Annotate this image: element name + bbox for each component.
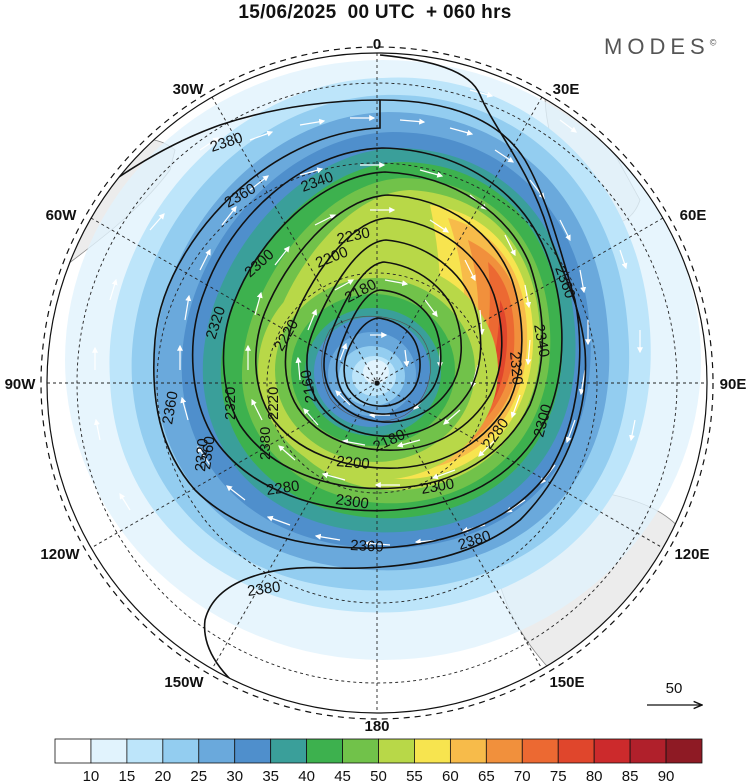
colorbar-swatch <box>90 738 128 764</box>
colorbar-tick-label: 35 <box>262 768 279 782</box>
colorbar-tick-label: 45 <box>334 768 351 782</box>
colorbar-tick-label: 15 <box>119 768 136 782</box>
map-frame <box>46 52 708 714</box>
lon-label-150w: 150W <box>164 674 204 691</box>
colorbar-swatch <box>414 738 451 764</box>
colorbar-tick-label: 85 <box>622 768 639 782</box>
colorbar-tick-label: 30 <box>226 768 243 782</box>
colorbar-tick-label: 50 <box>370 768 387 782</box>
contour-label: 2320 <box>192 438 212 473</box>
lon-label-90w: 90W <box>5 376 37 393</box>
contour-label: 2300 <box>420 475 456 498</box>
contour-label: 2220 <box>265 387 282 420</box>
colorbar-swatch <box>126 738 164 764</box>
height-contours <box>59 54 587 713</box>
colorbar-swatch <box>557 738 595 764</box>
lon-label-30w: 30W <box>173 81 205 98</box>
contour-label: 2360 <box>197 435 218 470</box>
colorbar-swatch <box>234 738 272 764</box>
vector-reference: 50 <box>647 680 702 705</box>
colorbar: 10 15 20 25 30 35 40 45 50 55 60 65 70 75 80 85 90 <box>54 738 703 782</box>
colorbar-tick-label: 75 <box>550 768 567 782</box>
lon-label-0: 0 <box>373 36 381 53</box>
colorbar-swatch <box>306 738 343 764</box>
contour-label: 2360 <box>159 390 182 426</box>
contour-label: 2320 <box>506 351 526 386</box>
colorbar-tick-label: 55 <box>406 768 423 782</box>
contour-label: 2360 <box>350 537 384 556</box>
colorbar-swatch <box>342 738 379 764</box>
brand-logo: MODES© <box>604 34 717 59</box>
colorbar-tick-label: 40 <box>298 768 315 782</box>
contour-label: 2320 <box>222 387 239 420</box>
lon-label-30e: 30E <box>553 81 580 98</box>
lon-label-120e: 120E <box>674 546 709 563</box>
lon-label-90e: 90E <box>720 376 747 393</box>
colorbar-tick-label: 80 <box>586 768 603 782</box>
colorbar-swatch <box>270 738 308 764</box>
south-pole-marker <box>374 380 380 386</box>
lon-label-120w: 120W <box>40 546 80 563</box>
contour-label: 2380 <box>257 427 274 460</box>
colorbar-swatch <box>521 738 559 764</box>
colorbar-tick-label: 90 <box>658 768 675 782</box>
colorbar-tick-label: 10 <box>83 768 100 782</box>
colorbar-swatch <box>162 738 200 764</box>
longitude-labels: 0 30E 60E 90E 120E 150E 180 150W 120W 90… <box>5 36 747 735</box>
lon-label-180: 180 <box>364 718 389 735</box>
frame-ticks <box>40 46 714 720</box>
colorbar-swatch <box>198 738 236 764</box>
colorbar-tick-label: 60 <box>442 768 459 782</box>
contour-label: 2160 <box>297 368 320 404</box>
lon-label-60e: 60E <box>680 207 707 224</box>
colorbar-swatch <box>665 738 703 764</box>
vector-reference-label: 50 <box>666 680 683 697</box>
colorbar-swatch <box>449 738 487 764</box>
colorbar-swatch <box>593 738 631 764</box>
lon-label-60w: 60W <box>46 207 78 224</box>
lon-label-150e: 150E <box>549 674 584 691</box>
colorbar-swatch <box>378 738 415 764</box>
colorbar-tick-label: 65 <box>478 768 495 782</box>
map-title: 15/06/2025 00 UTC + 060 hrs <box>238 2 512 23</box>
contour-label: 2340 <box>530 323 553 359</box>
colorbar-tick-label: 70 <box>514 768 531 782</box>
colorbar-swatch <box>485 738 523 764</box>
contour-label: 2280 <box>265 477 300 498</box>
contour-label: 2200 <box>336 453 371 473</box>
colorbar-swatch <box>54 738 92 764</box>
contour-label: 2230 <box>335 224 371 248</box>
colorbar-swatch <box>629 738 667 764</box>
antarctic-coastline <box>321 315 431 422</box>
contour-label: 2380 <box>246 578 281 599</box>
shaded-field <box>59 60 701 691</box>
colorbar-tick-label: 20 <box>154 768 171 782</box>
contour-label: 2300 <box>334 491 369 512</box>
colorbar-tick-label: 25 <box>190 768 207 782</box>
